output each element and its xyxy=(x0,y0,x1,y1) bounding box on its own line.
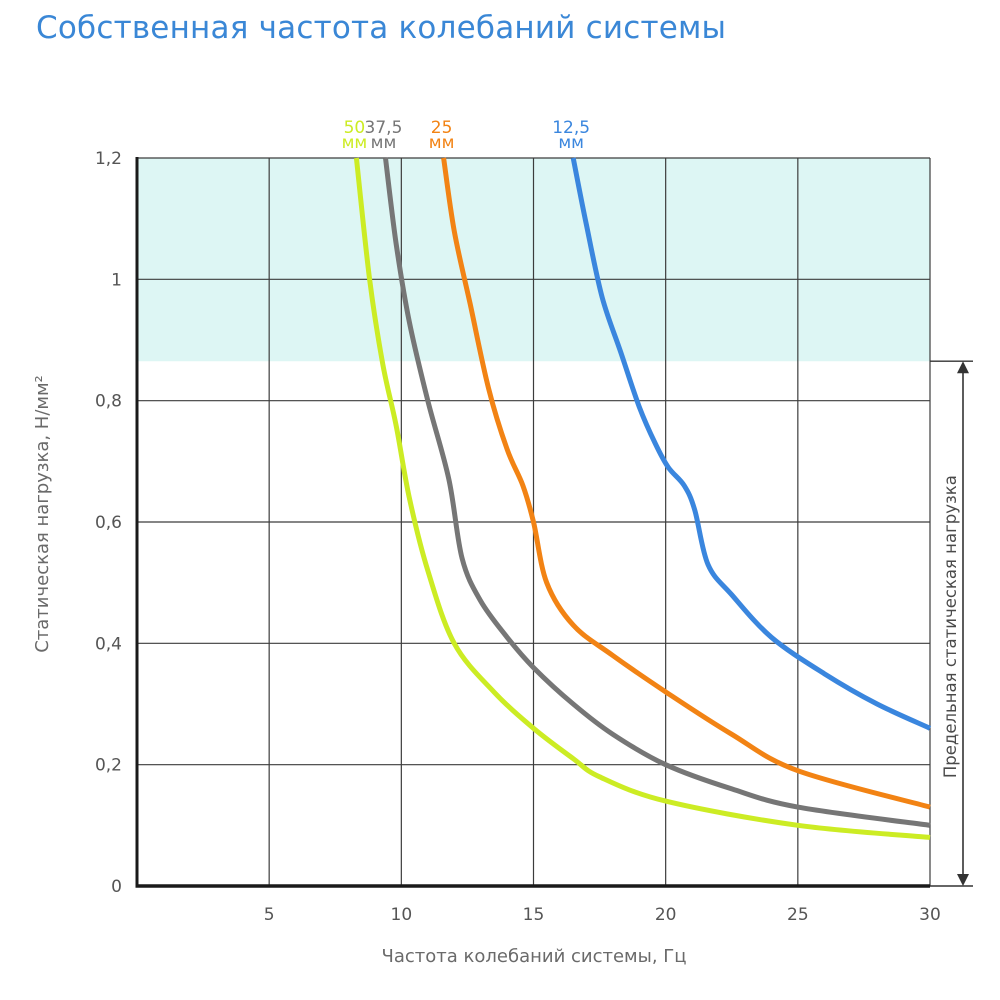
series-label-name: 37,5 xyxy=(365,118,403,138)
x-axis-label: Частота колебаний системы, Гц xyxy=(382,946,687,967)
y-tick-label: 1 xyxy=(111,270,122,290)
y-tick-label: 0,6 xyxy=(95,513,122,533)
y-tick-label: 1,2 xyxy=(95,149,122,169)
series-label-unit: мм xyxy=(558,133,584,153)
annotation-label: Предельная статическая нагрузка xyxy=(941,475,960,778)
series-label-name: 12,5 xyxy=(552,118,590,138)
y-tick-label: 0 xyxy=(111,877,122,897)
series-line-1 xyxy=(383,157,931,828)
x-tick-label: 20 xyxy=(655,905,677,925)
y-tick-label: 0,2 xyxy=(95,756,122,776)
y-tick-label: 0,4 xyxy=(95,634,122,654)
series-label-name: 50 xyxy=(344,118,366,138)
x-tick-label: 30 xyxy=(919,905,941,925)
series-line-3 xyxy=(570,157,932,731)
series-label-name: 25 xyxy=(431,118,453,138)
x-tick-label: 10 xyxy=(391,905,413,925)
y-tick-label: 0,8 xyxy=(95,392,122,412)
x-tick-label: 5 xyxy=(264,905,275,925)
arrow-up-icon xyxy=(957,361,969,374)
arrow-down-icon xyxy=(957,874,969,886)
series-line-2 xyxy=(441,157,931,810)
x-tick-label: 25 xyxy=(787,905,809,925)
series-label-unit: мм xyxy=(342,133,368,153)
series-label-unit: мм xyxy=(429,133,455,153)
y-axis-label: Статическая нагрузка, Н/мм² xyxy=(32,375,53,653)
x-tick-label: 15 xyxy=(523,905,545,925)
chart-title: Собственная частота колебаний системы xyxy=(36,10,727,46)
series-label-unit: мм xyxy=(371,133,397,153)
series-line-0 xyxy=(353,157,931,840)
